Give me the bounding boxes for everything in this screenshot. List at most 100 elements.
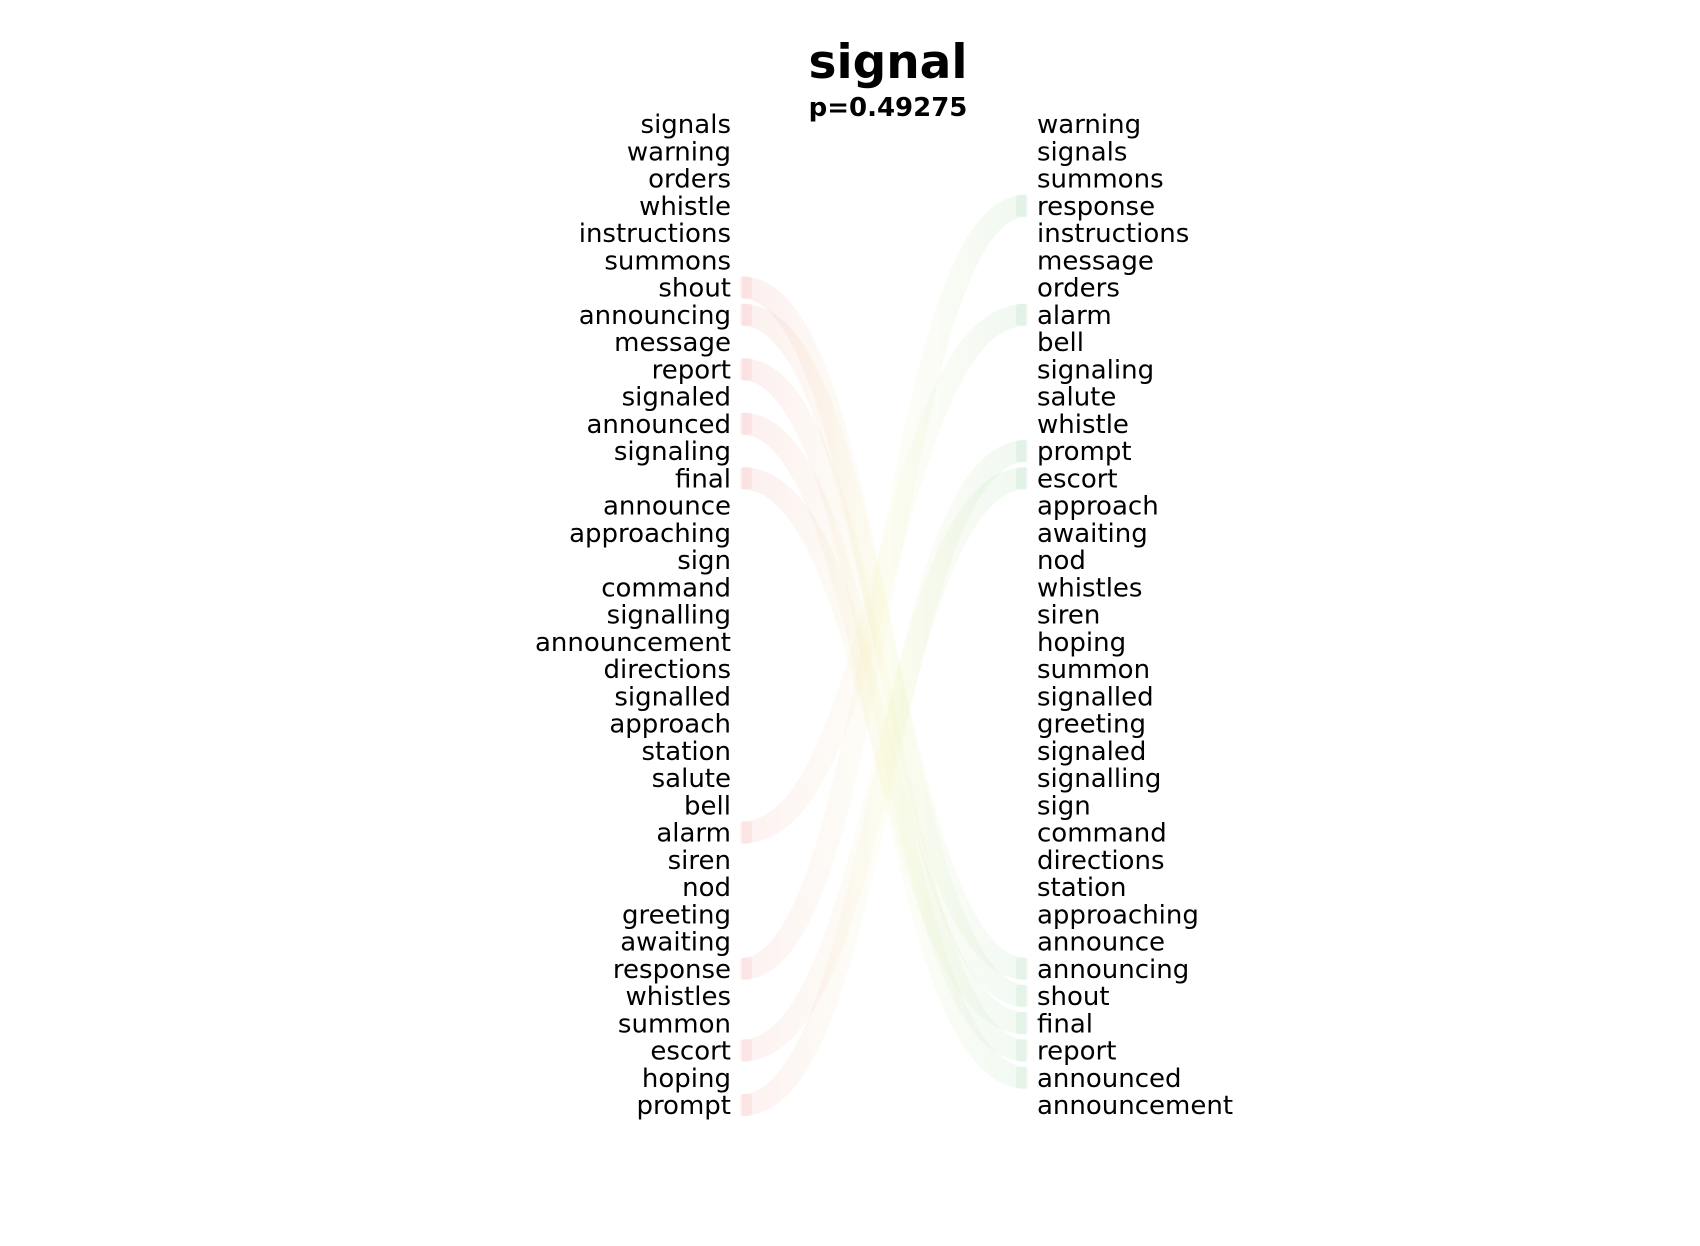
- right-word-label: bell: [1037, 328, 1084, 358]
- left-word-label: signaling: [614, 437, 731, 467]
- left-word-label: report: [652, 355, 731, 385]
- right-word-label: summons: [1037, 165, 1164, 195]
- left-word-label: signals: [641, 110, 731, 140]
- connector-left-end: [740, 276, 752, 299]
- right-word-label: signals: [1037, 137, 1127, 167]
- left-word-label: shout: [658, 274, 731, 304]
- left-word-label: announced: [586, 410, 731, 440]
- left-word-label: nod: [682, 873, 731, 903]
- connector-left-end: [740, 821, 752, 844]
- right-word-label: greeting: [1037, 710, 1146, 740]
- left-word-label: signalling: [607, 601, 731, 631]
- connector-right-end: [1016, 303, 1028, 326]
- connector-lines: [740, 194, 1028, 1116]
- connector-right-end: [1016, 957, 1028, 980]
- right-word-label: escort: [1037, 464, 1118, 494]
- right-word-label: nod: [1037, 546, 1086, 576]
- right-word-label: summon: [1037, 655, 1150, 685]
- connector-right-end: [1016, 467, 1028, 490]
- right-word-label: warning: [1037, 110, 1141, 140]
- right-word-label: response: [1037, 192, 1155, 222]
- right-word-column: warningsignalssummonsresponseinstruction…: [1037, 110, 1233, 1121]
- left-word-label: siren: [668, 846, 731, 876]
- right-word-label: directions: [1037, 846, 1165, 876]
- left-word-label: announce: [603, 492, 731, 522]
- right-word-label: shout: [1037, 982, 1110, 1012]
- right-word-label: salute: [1037, 383, 1116, 413]
- left-word-label: station: [642, 737, 731, 767]
- left-word-label: bell: [684, 791, 731, 821]
- left-word-label: sign: [677, 546, 731, 576]
- connector-right-end: [1016, 985, 1028, 1007]
- left-word-label: final: [675, 464, 731, 494]
- left-word-label: summon: [618, 1009, 731, 1039]
- left-word-label: summons: [604, 246, 731, 276]
- left-word-label: approach: [609, 710, 731, 740]
- left-word-label: salute: [652, 764, 731, 794]
- right-word-label: orders: [1037, 274, 1120, 304]
- left-word-label: warning: [627, 137, 731, 167]
- right-word-label: signaling: [1037, 355, 1154, 385]
- right-word-label: announced: [1037, 1064, 1182, 1094]
- right-word-label: station: [1037, 873, 1126, 903]
- right-word-label: announcing: [1037, 955, 1189, 985]
- connector-line-escort: [740, 467, 1028, 1062]
- right-word-label: signaled: [1037, 737, 1146, 767]
- left-word-label: instructions: [579, 219, 731, 249]
- left-word-label: announcing: [579, 301, 731, 331]
- connector-right-end: [1016, 1066, 1028, 1089]
- right-word-label: awaiting: [1037, 519, 1148, 549]
- connector-left-end: [740, 412, 752, 435]
- connector-line-alarm: [740, 303, 1028, 844]
- left-word-label: response: [613, 955, 731, 985]
- right-word-label: whistle: [1037, 410, 1129, 440]
- left-word-label: approaching: [569, 519, 731, 549]
- left-word-label: signalled: [614, 682, 731, 712]
- left-word-label: message: [614, 328, 731, 358]
- left-word-label: prompt: [636, 1091, 731, 1121]
- right-word-label: alarm: [1037, 301, 1112, 331]
- left-word-label: directions: [604, 655, 732, 685]
- right-word-label: command: [1037, 819, 1167, 849]
- right-word-label: announcement: [1037, 1091, 1233, 1121]
- connector-left-end: [740, 358, 752, 381]
- left-word-label: orders: [648, 165, 731, 195]
- right-word-label: signalled: [1037, 682, 1154, 712]
- left-word-label: alarm: [656, 819, 731, 849]
- left-word-column: signalswarningorderswhistleinstructionss…: [535, 110, 731, 1121]
- right-word-label: sign: [1037, 791, 1091, 821]
- right-word-label: report: [1037, 1037, 1116, 1067]
- right-word-label: approaching: [1037, 900, 1199, 930]
- connector-left-end: [740, 1039, 752, 1062]
- connector-left-end: [740, 1094, 752, 1116]
- left-word-label: awaiting: [620, 928, 731, 958]
- right-word-label: hoping: [1037, 628, 1126, 658]
- connector-right-end: [1016, 194, 1028, 217]
- connector-left-end: [740, 957, 752, 980]
- connector-left-end: [740, 303, 752, 326]
- left-word-label: escort: [650, 1037, 731, 1067]
- left-word-label: signaled: [622, 383, 731, 413]
- right-word-label: final: [1037, 1009, 1093, 1039]
- chart-title: signal: [808, 35, 967, 90]
- right-word-label: whistles: [1037, 573, 1142, 603]
- right-word-label: signalling: [1037, 764, 1161, 794]
- left-word-label: greeting: [622, 900, 731, 930]
- connector-right-end: [1016, 1012, 1028, 1035]
- right-word-label: siren: [1037, 601, 1100, 631]
- connector-right-end: [1016, 440, 1028, 462]
- left-word-label: whistles: [626, 982, 731, 1012]
- right-word-label: instructions: [1037, 219, 1189, 249]
- left-word-label: hoping: [642, 1064, 731, 1094]
- right-word-label: announce: [1037, 928, 1165, 958]
- left-word-label: whistle: [639, 192, 731, 222]
- connector-right-end: [1016, 1039, 1028, 1062]
- left-word-label: command: [601, 573, 731, 603]
- right-word-label: message: [1037, 246, 1154, 276]
- chart-subtitle: p=0.49275: [809, 93, 968, 123]
- connector-left-end: [740, 467, 752, 490]
- right-word-label: approach: [1037, 492, 1159, 522]
- right-word-label: prompt: [1037, 437, 1132, 467]
- left-word-label: announcement: [535, 628, 731, 658]
